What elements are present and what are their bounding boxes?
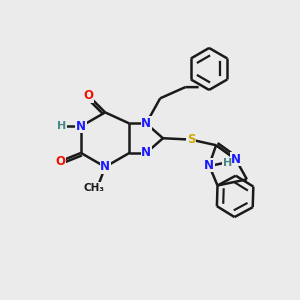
Text: H: H — [223, 158, 232, 168]
Text: S: S — [187, 133, 195, 146]
Text: N: N — [100, 160, 110, 173]
Text: O: O — [55, 155, 65, 168]
Text: N: N — [141, 117, 151, 130]
Text: N: N — [231, 153, 241, 166]
Text: O: O — [83, 89, 93, 102]
Text: CH₃: CH₃ — [83, 183, 104, 193]
Text: H: H — [57, 122, 66, 131]
Text: N: N — [76, 120, 86, 133]
Text: N: N — [204, 159, 214, 172]
Text: N: N — [141, 146, 151, 159]
